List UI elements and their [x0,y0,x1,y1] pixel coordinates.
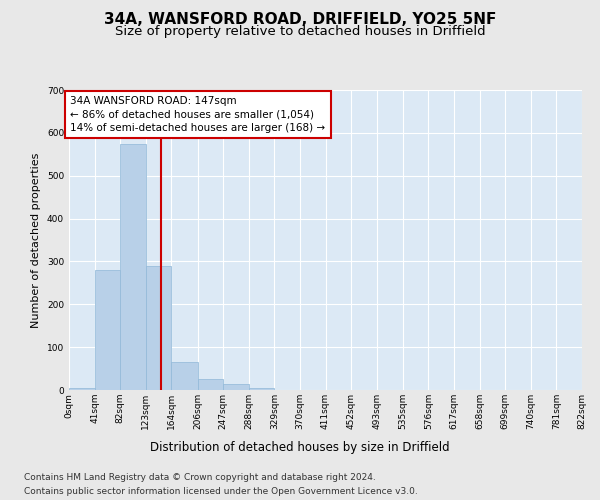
Bar [69,388,95,390]
Text: 34A, WANSFORD ROAD, DRIFFIELD, YO25 5NF: 34A, WANSFORD ROAD, DRIFFIELD, YO25 5NF [104,12,496,28]
Text: Distribution of detached houses by size in Driffield: Distribution of detached houses by size … [150,441,450,454]
Bar [146,266,172,390]
Bar [197,380,223,390]
Text: Contains public sector information licensed under the Open Government Licence v3: Contains public sector information licen… [24,488,418,496]
Text: 34A WANSFORD ROAD: 147sqm
← 86% of detached houses are smaller (1,054)
14% of se: 34A WANSFORD ROAD: 147sqm ← 86% of detac… [70,96,325,133]
Bar [120,144,146,390]
Bar [95,270,120,390]
Text: Contains HM Land Registry data © Crown copyright and database right 2024.: Contains HM Land Registry data © Crown c… [24,472,376,482]
Y-axis label: Number of detached properties: Number of detached properties [31,152,41,328]
Text: Size of property relative to detached houses in Driffield: Size of property relative to detached ho… [115,25,485,38]
Bar [223,384,249,390]
Bar [249,388,274,390]
Bar [172,362,197,390]
